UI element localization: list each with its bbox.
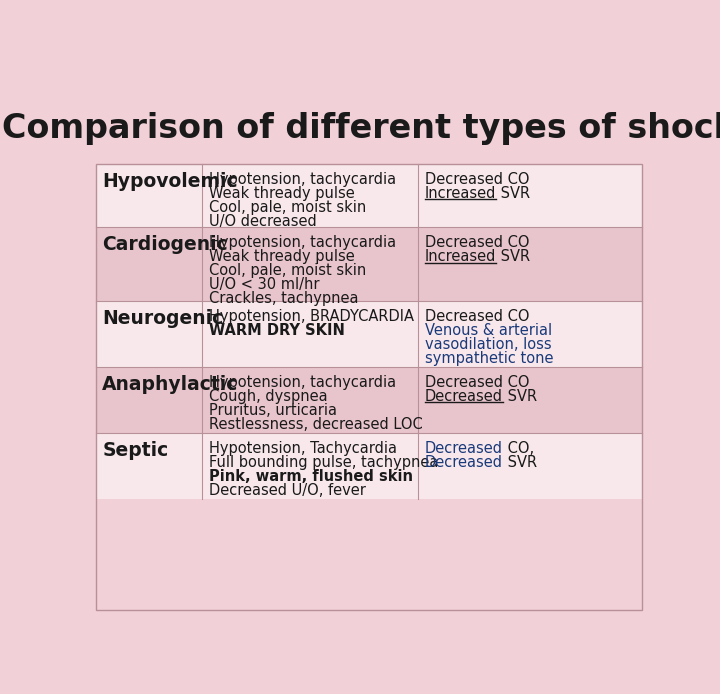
Text: Septic: Septic [102,441,168,460]
Text: Pink, warm, flushed skin: Pink, warm, flushed skin [209,469,413,484]
Text: Hypotension, tachycardia: Hypotension, tachycardia [209,235,396,251]
Text: Decreased: Decreased [425,455,503,470]
Text: Decreased CO: Decreased CO [425,375,529,390]
Text: Cool, pale, moist skin: Cool, pale, moist skin [209,200,366,215]
Text: Cough, dyspnea: Cough, dyspnea [209,389,328,404]
Text: Weak thready pulse: Weak thready pulse [209,186,355,201]
Text: Increased: Increased [425,186,496,201]
Text: Weak thready pulse: Weak thready pulse [209,249,355,264]
Text: Hypovolemic: Hypovolemic [102,172,238,191]
Text: Decreased: Decreased [425,389,503,404]
Text: Hypotension, tachycardia: Hypotension, tachycardia [209,375,396,390]
Bar [96,164,642,227]
Text: vasodilation, loss: vasodilation, loss [425,337,552,352]
Text: Venous & arterial: Venous & arterial [425,323,552,338]
Text: SVR: SVR [496,249,531,264]
Text: Decreased: Decreased [425,441,503,456]
Text: Restlessness, decreased LOC: Restlessness, decreased LOC [209,417,423,432]
Text: sympathetic tone: sympathetic tone [425,350,554,366]
Text: SVR: SVR [503,455,537,470]
Bar [96,366,642,432]
Text: Decreased CO: Decreased CO [425,172,529,187]
Bar [96,227,642,301]
Bar [96,301,642,366]
Text: U/O decreased: U/O decreased [209,214,317,229]
Text: U/O < 30 ml/hr: U/O < 30 ml/hr [209,277,320,292]
Text: Increased: Increased [425,249,496,264]
Text: Comparison of different types of shock: Comparison of different types of shock [2,112,720,145]
Text: SVR: SVR [496,186,531,201]
Bar [96,164,642,609]
Text: WARM DRY SKIN: WARM DRY SKIN [209,323,345,338]
Text: Pruritus, urticaria: Pruritus, urticaria [209,403,337,418]
Text: Crackles, tachypnea: Crackles, tachypnea [209,291,359,306]
Text: Hypotension, tachycardia: Hypotension, tachycardia [209,172,396,187]
Text: Hypotension, Tachycardia: Hypotension, Tachycardia [209,441,397,456]
Text: Cool, pale, moist skin: Cool, pale, moist skin [209,263,366,278]
Text: CO,: CO, [503,441,534,456]
Text: Decreased CO: Decreased CO [425,235,529,251]
Text: Full bounding pulse, tachypnea: Full bounding pulse, tachypnea [209,455,438,470]
Text: Decreased CO: Decreased CO [425,309,529,324]
Text: Decreased U/O, fever: Decreased U/O, fever [209,483,366,498]
Text: Anaphylactic: Anaphylactic [102,375,238,394]
Bar [96,432,642,498]
Text: Hypotension, BRADYCARDIA: Hypotension, BRADYCARDIA [209,309,414,324]
Text: SVR: SVR [503,389,537,404]
Text: Cardiogenic: Cardiogenic [102,235,228,255]
Text: Neurogenic: Neurogenic [102,309,223,328]
